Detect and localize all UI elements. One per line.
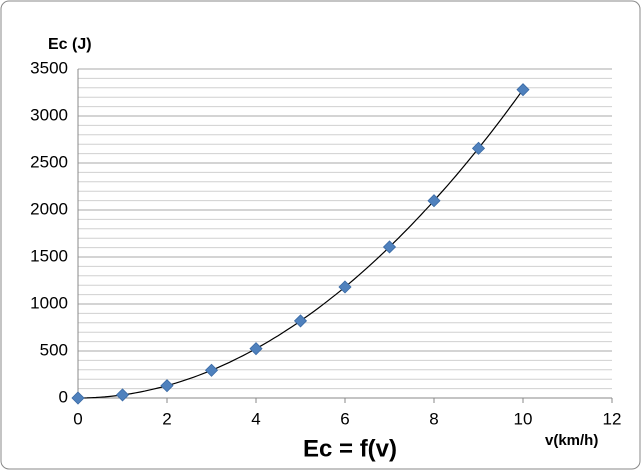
y-tick-label: 1500 <box>30 246 68 265</box>
x-tick-label: 8 <box>429 409 438 428</box>
y-tick-label: 0 <box>59 387 68 406</box>
y-tick-label: 3500 <box>30 58 68 77</box>
x-tick-label: 2 <box>162 409 171 428</box>
y-tick-label: 2000 <box>30 199 68 218</box>
x-tick-label: 4 <box>251 409 260 428</box>
y-tick-label: 1000 <box>30 293 68 312</box>
chart-border <box>1 1 640 469</box>
y-tick-label: 3000 <box>30 105 68 124</box>
y-tick-label: 500 <box>40 340 68 359</box>
y-tick-label: 2500 <box>30 152 68 171</box>
chart-title: Ec = f(v) <box>303 435 397 462</box>
y-axis-label: Ec (J) <box>48 36 92 53</box>
x-tick-label: 12 <box>603 409 622 428</box>
x-tick-label: 6 <box>340 409 349 428</box>
chart: Ec (J) v(km/h) Ec = f(v) 0 500 1000 1500 200… <box>0 0 642 471</box>
x-tick-label: 10 <box>514 409 533 428</box>
x-axis-label: v(km/h) <box>545 432 598 449</box>
x-tick-label: 0 <box>73 409 82 428</box>
